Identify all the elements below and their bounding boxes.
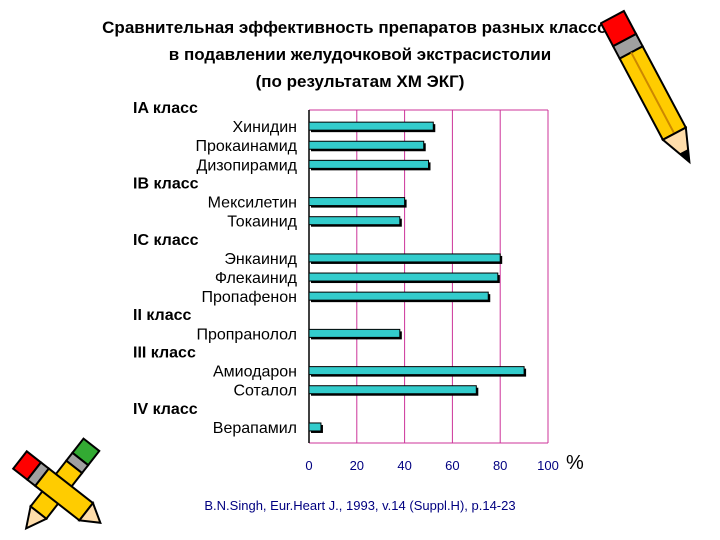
category-label: Энкаинид [224,251,297,268]
x-tick-label: 20 [350,458,364,473]
group-label: IA класс [133,100,198,117]
bar [308,422,322,432]
category-label: Токаинид [227,214,297,231]
x-axis-unit: % [566,452,584,474]
category-label: Соталол [233,383,297,400]
bar [308,291,489,301]
x-tick-label: 100 [537,458,559,473]
title-line-2: в подавлении желудочковой экстрасистолии [168,45,552,64]
bar [308,159,429,169]
bar [308,216,401,226]
group-label: IV класс [133,401,198,418]
bar [308,140,425,150]
category-label: Дизопирамид [197,157,298,174]
bar [308,197,406,207]
group-label: III класс [133,344,196,361]
pencil-icon-right [600,9,691,165]
group-label: IC класс [133,232,199,249]
bar [308,121,434,131]
category-label: Верапамил [213,420,297,437]
bar [308,385,477,395]
category-label: Флекаинид [215,270,298,287]
title-line-1: Сравнительная эффективность препаратов р… [102,18,618,37]
pencils-icon-left [11,437,102,531]
category-label: Пропранолол [196,326,297,343]
x-tick-label: 80 [493,458,507,473]
bar [308,366,525,376]
category-label: Амиодарон [213,364,297,381]
category-label: Хинидин [233,119,298,136]
bar [308,272,499,282]
source-citation: B.N.Singh, Eur.Heart J., 1993, v.14 (Sup… [204,498,516,513]
category-label: Мексилетин [208,195,297,212]
group-label: IB класс [133,175,199,192]
category-label: Прокаинамид [196,138,298,155]
chart-title: Сравнительная эффективность препаратов р… [0,14,720,95]
category-label: Пропафенон [202,289,298,306]
bar [308,328,401,338]
x-tick-label: 0 [305,458,312,473]
group-label: II класс [133,307,192,324]
bar [308,253,501,263]
title-line-3: (по результатам ХМ ЭКГ) [255,72,465,91]
x-tick-label: 60 [445,458,459,473]
x-tick-label: 40 [397,458,411,473]
